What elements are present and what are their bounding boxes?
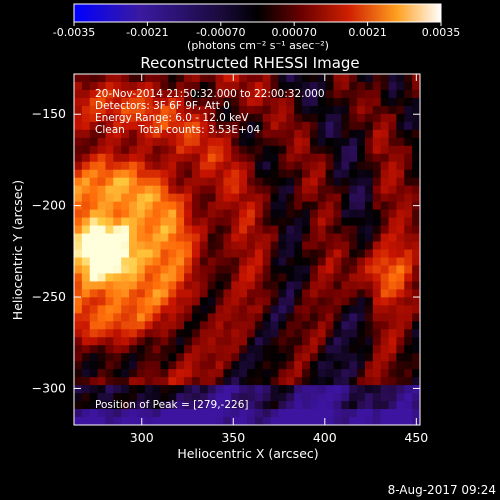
- colorbar-ticks: [73, 22, 442, 26]
- y-tick-label: −300: [32, 380, 66, 395]
- plot-frame: [73, 73, 421, 426]
- y-axis-label: Heliocentric Y (arcsec): [10, 180, 25, 320]
- x-tick-label: 400: [313, 430, 337, 445]
- colorbar: [74, 4, 441, 22]
- heatmap-image: [74, 74, 420, 425]
- axis-tick-labels: 300 350 400 450 −150 −200 −250 −300: [32, 106, 429, 445]
- colorbar-tick-label: 0.00070: [271, 26, 317, 39]
- axis-ticks: [74, 74, 420, 425]
- info-line: Detectors: 3F 6F 9F, Att 0: [95, 100, 230, 112]
- colorbar-tick-label: -0.00070: [196, 26, 245, 39]
- y-tick-label: −250: [32, 289, 66, 304]
- colorbar-tick-label: -0.0021: [126, 26, 168, 39]
- info-line: Energy Range: 6.0 - 12.0 keV: [95, 112, 249, 124]
- info-line: 20-Nov-2014 21:50:32.000 to 22:00:32.000: [95, 88, 325, 100]
- x-tick-label: 450: [404, 430, 428, 445]
- colorbar-tick-labels: -0.0035 -0.0021 -0.00070 0.00070 0.0021 0.003…: [53, 26, 460, 39]
- colorbar-tick-label: -0.0035: [53, 26, 95, 39]
- info-block: 20-Nov-2014 21:50:32.000 to 22:00:32.000…: [95, 88, 325, 136]
- colorbar-tick-label: 0.0021: [348, 26, 387, 39]
- colorbar-frame: [73, 3, 442, 23]
- chart-title: Reconstructed RHESSI Image: [140, 54, 359, 72]
- x-tick-label: 300: [130, 430, 154, 445]
- info-line: Clean Total counts: 3.53E+04: [95, 124, 260, 136]
- y-tick-label: −150: [32, 106, 66, 121]
- y-tick-label: −200: [32, 198, 66, 213]
- footer-date: 8-Aug-2017 09:24: [388, 483, 496, 497]
- colorbar-unit-label: (photons cm⁻² s⁻¹ asec⁻²): [187, 39, 329, 52]
- peak-position-label: Position of Peak = [279,-226]: [95, 399, 249, 411]
- x-tick-label: 350: [221, 430, 245, 445]
- colorbar-tick-label: 0.0035: [422, 26, 461, 39]
- x-axis-label: Heliocentric X (arcsec): [177, 446, 318, 461]
